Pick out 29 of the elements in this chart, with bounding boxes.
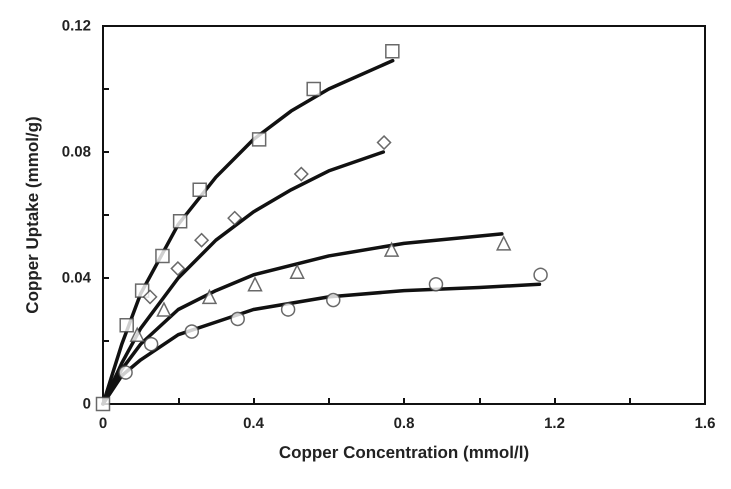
point [142, 290, 158, 304]
y-tick-label: 0.08 [62, 144, 91, 160]
point [119, 318, 134, 332]
point [96, 396, 110, 412]
y-tick-label: 0.12 [62, 18, 91, 34]
point [230, 312, 245, 326]
point [428, 277, 444, 292]
y-tick-label: 0 [82, 396, 91, 412]
point [172, 214, 188, 229]
x-axis-title: Copper Concentration (mmol/l) [278, 443, 530, 462]
point [385, 44, 400, 58]
point [280, 302, 296, 317]
x-tick-label: 0 [98, 415, 108, 432]
point [496, 236, 511, 251]
point [192, 182, 207, 198]
point [326, 292, 341, 308]
x-tick-label: 0.4 [243, 415, 265, 432]
x-tick-label: 0.8 [394, 415, 414, 432]
point [155, 248, 170, 264]
point [184, 324, 200, 339]
x-tick-label: 1.6 [694, 415, 716, 432]
point [252, 132, 266, 147]
point [130, 327, 144, 342]
point [118, 365, 133, 380]
y-tick-label: 0.04 [62, 270, 92, 286]
x-tick-label: 1.2 [544, 415, 565, 432]
point [306, 82, 321, 96]
point [202, 290, 217, 304]
y-axis-title: Copper Uptake (mmol/g) [23, 116, 42, 314]
